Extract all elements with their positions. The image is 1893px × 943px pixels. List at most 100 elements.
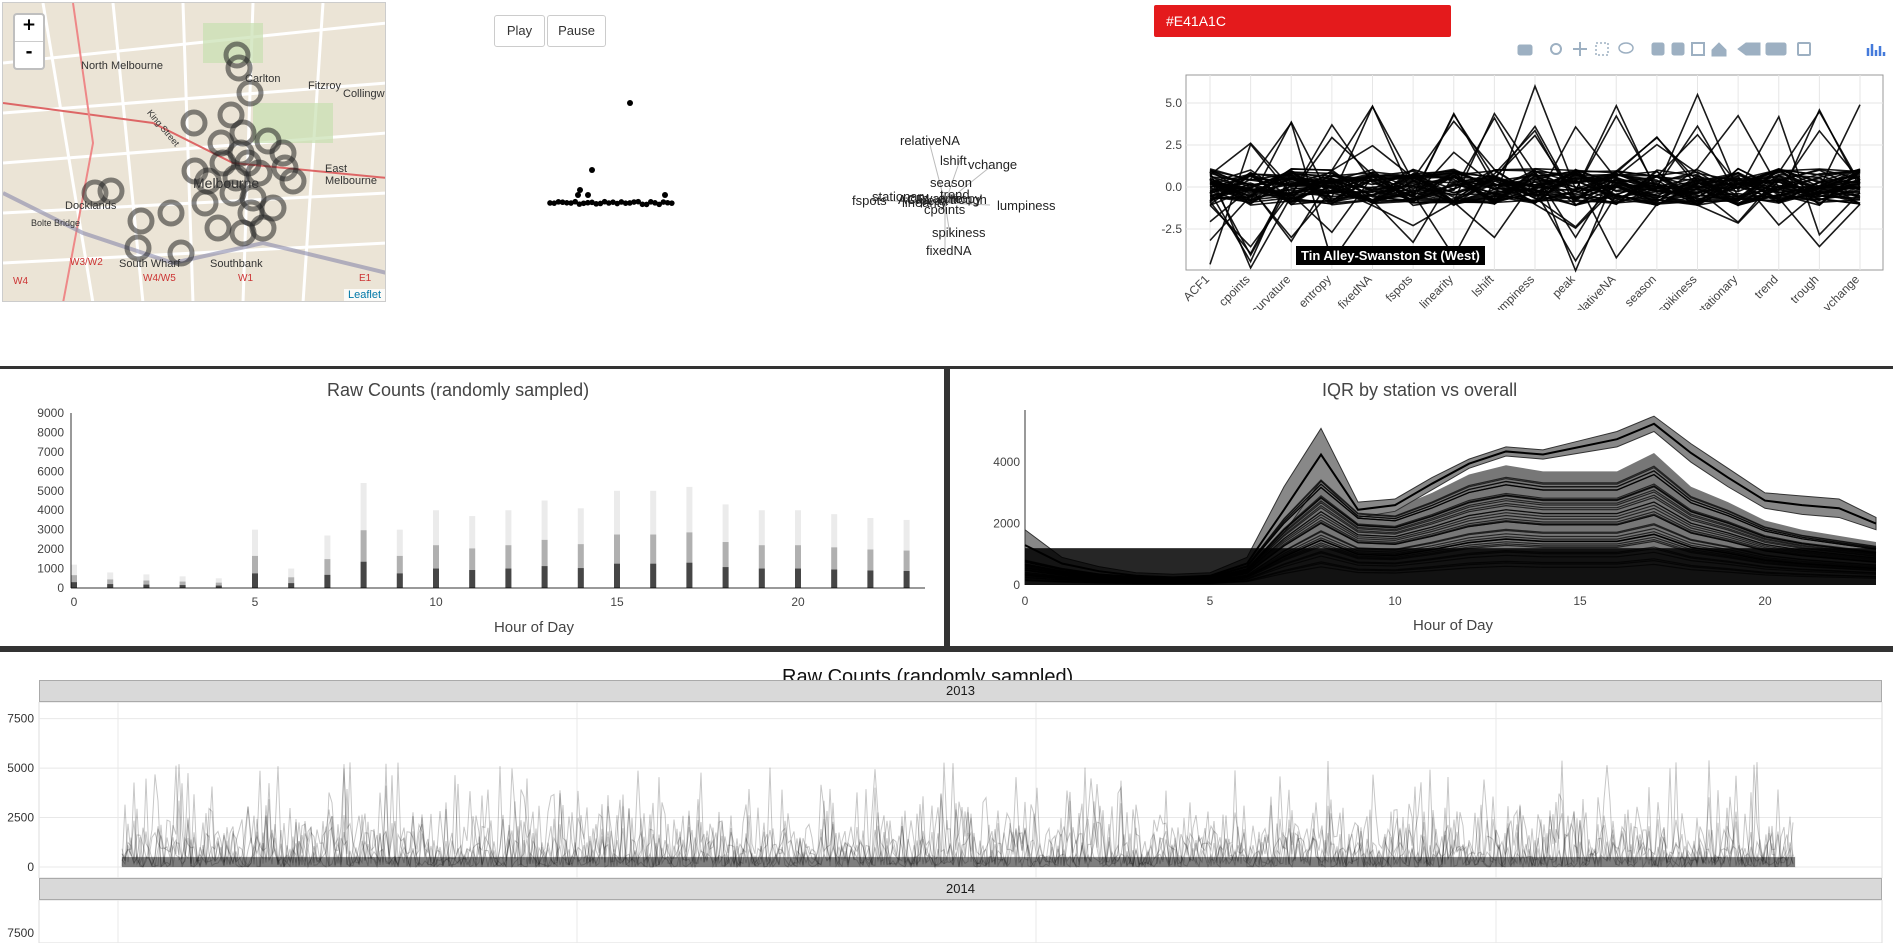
- autoscale-icon: [1691, 42, 1705, 56]
- compare-hover-icon: [1765, 42, 1787, 56]
- closest-hover-icon: [1797, 42, 1811, 56]
- map-attribution[interactable]: Leaflet: [343, 289, 385, 301]
- scatter-point: [589, 167, 595, 173]
- feature-label: fixedNA: [926, 243, 972, 258]
- map-marker: [81, 179, 109, 207]
- feature-label: lshift: [940, 153, 967, 168]
- iqr-chart[interactable]: 0 2000 4000 0 5 10 15 20 Hour of Day: [950, 405, 1893, 645]
- feature-label: trough: [950, 192, 987, 207]
- hour-column: [107, 572, 114, 588]
- map-label: W4/W5: [143, 273, 176, 284]
- feature-label: fspots: [852, 193, 887, 208]
- feature-label: season: [930, 175, 972, 190]
- map-marker: [97, 177, 125, 205]
- y-tick-label: 8000: [37, 425, 64, 439]
- box-select-icon: [1595, 42, 1609, 56]
- x-tick-label: entropy: [1296, 272, 1334, 310]
- pause-button[interactable]: Pause: [547, 15, 606, 47]
- y-tick-label: 9000: [37, 406, 64, 420]
- hour-column: [505, 510, 512, 588]
- x-tick-label: ACF1: [1181, 272, 1213, 304]
- scatter-point: [585, 192, 591, 198]
- hour-column: [614, 490, 620, 588]
- hour-column: [867, 518, 874, 588]
- scatter-point: [589, 199, 595, 206]
- y-tick-label: 0: [57, 581, 64, 595]
- hour-column: [360, 483, 367, 588]
- map-marker: [124, 234, 152, 262]
- pan-icon: [1573, 42, 1587, 56]
- y-tick-label: -2.5: [1161, 222, 1182, 236]
- hour-column: [577, 508, 584, 588]
- map-marker: [222, 164, 250, 192]
- parcoords-line: [1209, 114, 1861, 202]
- x-tick-label: 5: [252, 595, 259, 609]
- x-tick-label: stationary: [1694, 272, 1741, 310]
- y-tick-label: 0: [1013, 578, 1020, 592]
- zoom-in-icon: [1651, 42, 1665, 56]
- x-tick-label: trough: [1788, 272, 1822, 306]
- plotly-logo-icon: [1866, 44, 1886, 56]
- scatter-point: [648, 199, 654, 205]
- leaflet-map[interactable]: + - North Melbourne Carlton Fitzroy Coll…: [2, 2, 386, 302]
- scatter-point: [564, 200, 570, 206]
- parcoords-line: [1209, 111, 1861, 204]
- low-range-mass: [1025, 548, 1876, 585]
- map-marker: [209, 149, 237, 177]
- map-marker: [229, 219, 257, 247]
- feature-label: peak: [920, 193, 949, 208]
- feature-label: spikiness: [932, 225, 986, 240]
- map-label: Bolte Bridge: [31, 218, 81, 228]
- scatter-point: [622, 200, 629, 206]
- map-label: Southbank: [210, 258, 263, 270]
- y-tick-label: 6000: [37, 464, 64, 478]
- station-series-line: [121, 769, 1794, 869]
- raw-counts-scatter[interactable]: 0 1000 2000 3000 4000 5000 6000 7000 8000 9000 0 5 1…: [0, 405, 944, 645]
- hour-column: [903, 519, 910, 588]
- hour-column: [686, 486, 693, 588]
- x-tick-label: vchange: [1820, 272, 1862, 310]
- hour-column: [215, 578, 222, 588]
- y-tick-label: 4000: [993, 455, 1020, 469]
- zoom-out-button[interactable]: -: [15, 41, 43, 68]
- play-button[interactable]: Play: [494, 15, 545, 47]
- x-tick-label: 15: [610, 595, 624, 609]
- y-tick-label: 4000: [37, 503, 64, 517]
- x-tick-label: linearity: [1417, 272, 1456, 310]
- lasso-icon: [1618, 42, 1634, 54]
- y-tick-label: 7500: [7, 712, 34, 726]
- map-label: North Melbourne: [81, 60, 163, 72]
- hour-column: [143, 574, 150, 588]
- map-tiles: [3, 3, 385, 301]
- scatter-point: [652, 200, 658, 206]
- x-tick-label: peak: [1549, 272, 1578, 301]
- timeseries-panel-2014[interactable]: 7500: [0, 900, 1893, 943]
- scatter-point: [568, 200, 574, 206]
- y-tick-label: 5000: [7, 761, 34, 775]
- x-tick-label: trend: [1752, 272, 1781, 301]
- scatter-point: [656, 201, 662, 208]
- feature-label: lumpiness: [997, 198, 1056, 213]
- scatter-point: [585, 199, 591, 206]
- map-marker: [236, 79, 264, 107]
- zoom-in-button[interactable]: +: [21, 15, 37, 35]
- pca-scatter[interactable]: [540, 90, 710, 220]
- y-tick-label: 2000: [37, 542, 64, 556]
- parcoords-line: [1209, 169, 1861, 258]
- timeseries-panel-2013[interactable]: 0 2500 5000 7500: [0, 702, 1893, 878]
- map-marker: [271, 154, 299, 182]
- scatter-point: [639, 201, 646, 208]
- color-swatch[interactable]: #E41A1C: [1154, 5, 1451, 37]
- hour-column: [795, 510, 801, 588]
- y-tick-label: 0.0: [1165, 180, 1182, 194]
- feature-label: linearity: [902, 195, 947, 210]
- x-tick-label: 20: [1758, 594, 1772, 608]
- x-tick-label: relativeNA: [1569, 272, 1618, 310]
- zoom-out-icon: [1671, 42, 1685, 56]
- y-tick-label: 7500: [7, 926, 34, 940]
- scatter-point: [662, 192, 668, 198]
- scatter-point: [669, 200, 675, 206]
- feature-label: stationary: [872, 189, 929, 204]
- map-marker: [167, 239, 195, 267]
